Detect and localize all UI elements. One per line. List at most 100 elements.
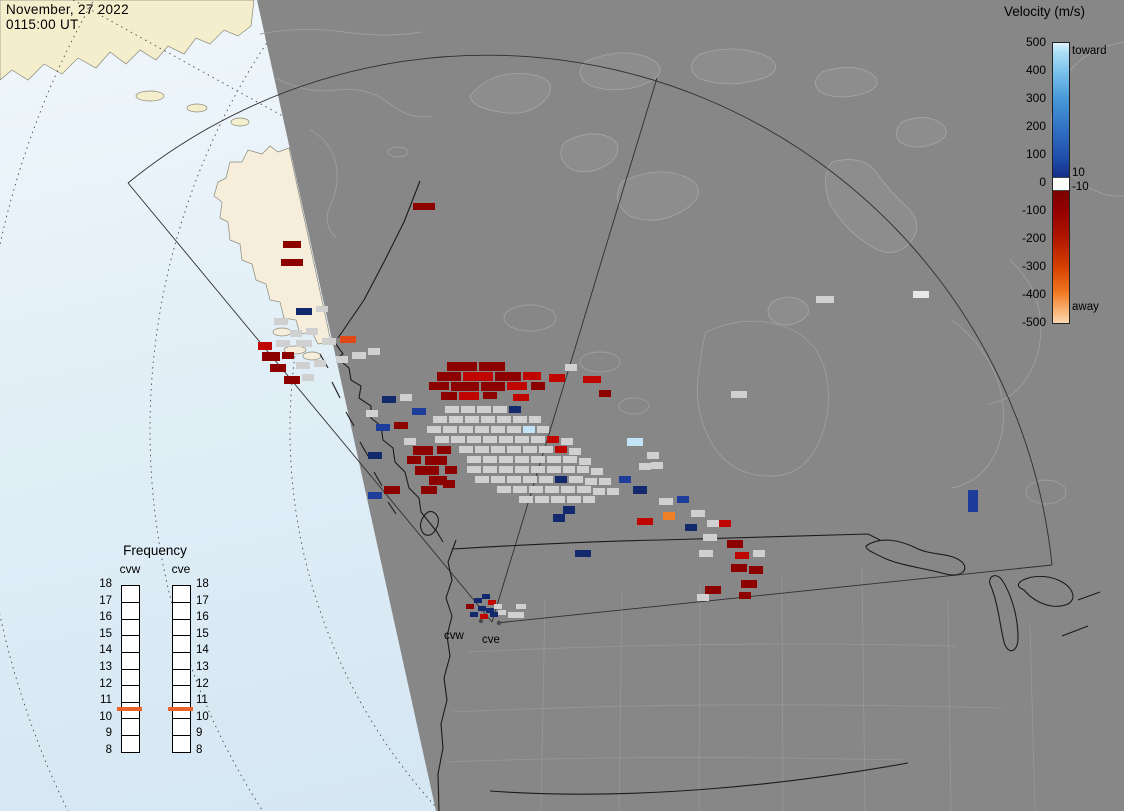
velocity-cell	[523, 476, 537, 483]
frequency-tick-label: 11	[100, 694, 112, 707]
coastlines-dark	[319, 180, 1101, 811]
velocity-cell	[647, 452, 659, 459]
velocity-tick-label: -300	[1021, 259, 1046, 273]
velocity-cell	[282, 352, 294, 359]
velocity-cell	[459, 392, 479, 400]
velocity-cell	[483, 466, 497, 473]
state-borders	[445, 567, 1036, 811]
velocity-cell	[449, 416, 463, 423]
frequency-tick-line	[173, 718, 190, 720]
velocity-cell	[565, 364, 577, 371]
velocity-cell	[913, 291, 929, 298]
velocity-cell	[336, 356, 348, 363]
velocity-cell	[445, 466, 457, 474]
velocity-cell	[451, 436, 465, 443]
velocity-cell	[551, 496, 565, 503]
frequency-tick-line	[173, 635, 190, 637]
velocity-cell	[563, 456, 577, 463]
velocity-cell	[461, 406, 475, 413]
velocity-cell	[479, 362, 505, 371]
frequency-marker	[117, 706, 142, 711]
frequency-tick-line	[122, 668, 139, 670]
velocity-cell	[463, 372, 493, 381]
velocity-cell	[443, 426, 457, 433]
velocity-cell	[470, 612, 478, 617]
velocity-cell	[553, 514, 565, 522]
velocity-cell	[509, 406, 521, 413]
velocity-cell	[493, 406, 507, 413]
velocity-cell	[516, 604, 526, 609]
velocity-cell	[466, 604, 474, 609]
velocity-cell	[366, 410, 378, 417]
velocity-cell	[296, 340, 312, 347]
velocity-cell	[352, 352, 366, 359]
velocity-cell	[302, 374, 314, 381]
velocity-cell	[270, 364, 286, 372]
velocity-cell	[535, 496, 549, 503]
frequency-tick-label: 16	[196, 611, 209, 624]
velocity-cell	[497, 416, 511, 423]
velocity-cell	[731, 391, 747, 398]
velocity-cell	[739, 592, 751, 599]
velocity-cell	[577, 486, 591, 493]
velocity-cell	[523, 372, 541, 380]
frequency-tick-label: 15	[99, 627, 112, 640]
frequency-tick-label: 14	[196, 644, 209, 657]
frequency-bar-cvw	[117, 585, 142, 753]
frequency-tick-line	[173, 651, 190, 653]
velocity-cell	[480, 614, 488, 619]
frequency-tick-line	[122, 685, 139, 687]
velocity-cell	[561, 438, 573, 445]
neg-threshold-label: -10	[1072, 181, 1089, 193]
velocity-cell	[651, 462, 663, 469]
velocity-cell	[284, 376, 300, 384]
velocity-cell	[499, 466, 513, 473]
velocity-cell	[314, 360, 326, 367]
frequency-tick-label: 11	[196, 694, 208, 707]
frequency-tick-line	[122, 602, 139, 604]
radar-fov-outline	[127, 54, 1053, 624]
frequency-tick-label: 17	[196, 594, 209, 607]
velocity-cell	[639, 463, 651, 470]
velocity-tick-label: -200	[1021, 231, 1046, 245]
velocity-cell	[749, 566, 763, 574]
velocity-cell	[699, 550, 713, 557]
velocity-cell	[407, 456, 421, 464]
frequency-tick-label: 12	[99, 677, 112, 690]
velocity-cell	[283, 241, 301, 248]
velocity-cell	[494, 604, 502, 609]
velocity-cell	[459, 426, 473, 433]
velocity-cell	[499, 436, 513, 443]
velocity-cell	[735, 552, 749, 559]
velocity-cell	[445, 406, 459, 413]
frequency-tick-label: 8	[196, 744, 203, 756]
velocity-cell	[515, 456, 529, 463]
frequency-tick-line	[122, 701, 139, 703]
velocity-cell	[563, 466, 575, 473]
velocity-cell	[583, 496, 595, 503]
time-label: 0115:00 UT	[6, 17, 79, 32]
velocity-cell	[429, 476, 447, 485]
velocity-cell	[483, 392, 497, 399]
velocity-cell	[435, 436, 449, 443]
velocity-cell	[274, 318, 288, 325]
velocity-cell	[577, 466, 589, 473]
frequency-tick-line	[173, 668, 190, 670]
velocity-cell	[413, 446, 433, 455]
velocity-cell	[488, 600, 496, 605]
velocity-cell	[437, 372, 461, 381]
velocity-cell	[368, 348, 380, 355]
velocity-cell	[400, 394, 412, 401]
velocity-cell	[490, 612, 498, 617]
velocity-cell	[719, 520, 731, 527]
velocity-cell	[593, 488, 605, 495]
velocity-cell	[569, 476, 583, 483]
land-alaska	[0, 0, 255, 127]
velocity-cell	[523, 426, 535, 433]
velocity-cell	[262, 352, 280, 361]
frequency-tick-line	[122, 651, 139, 653]
velocity-cell	[415, 466, 439, 475]
frequency-tick-label: 9	[105, 727, 112, 740]
velocity-cell	[481, 416, 495, 423]
